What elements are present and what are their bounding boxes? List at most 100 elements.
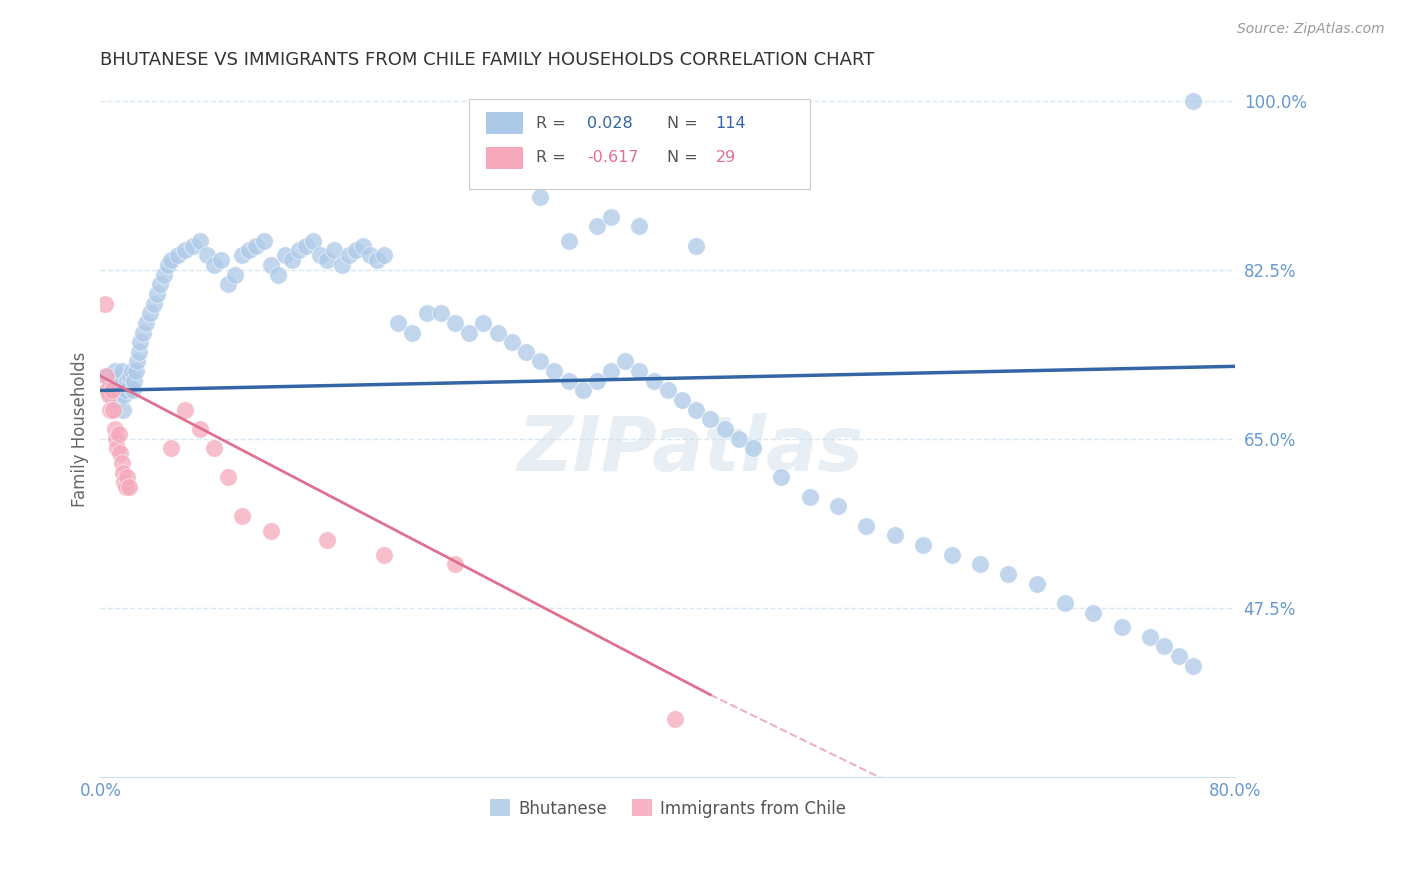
Point xyxy=(128,344,150,359)
Point xyxy=(125,364,148,378)
Point xyxy=(209,253,232,268)
Point xyxy=(586,374,609,388)
Point xyxy=(997,567,1019,582)
Point xyxy=(713,422,735,436)
Text: 114: 114 xyxy=(716,116,747,130)
Point xyxy=(373,248,395,262)
Point xyxy=(132,326,155,340)
Legend: Bhutanese, Immigrants from Chile: Bhutanese, Immigrants from Chile xyxy=(482,793,852,824)
Point xyxy=(543,364,565,378)
Point xyxy=(295,238,318,252)
Point xyxy=(112,466,135,480)
Point xyxy=(160,442,183,456)
Point xyxy=(628,364,651,378)
Point xyxy=(267,268,290,282)
Point xyxy=(557,374,579,388)
Point xyxy=(135,316,157,330)
Point xyxy=(143,296,166,310)
Point xyxy=(1025,576,1047,591)
Point xyxy=(643,374,665,388)
Point xyxy=(1083,606,1105,620)
Point xyxy=(127,354,149,368)
Point xyxy=(117,470,139,484)
Point xyxy=(855,518,877,533)
Point xyxy=(969,558,991,572)
Point xyxy=(104,384,127,398)
Point xyxy=(323,244,346,258)
Text: R =: R = xyxy=(536,116,571,130)
Point xyxy=(118,378,141,392)
Point xyxy=(160,253,183,268)
Point xyxy=(146,286,169,301)
Point xyxy=(770,470,793,484)
Point xyxy=(727,432,749,446)
Text: R =: R = xyxy=(536,151,571,165)
Point xyxy=(93,296,115,310)
Point xyxy=(614,354,637,368)
FancyBboxPatch shape xyxy=(470,99,810,189)
FancyBboxPatch shape xyxy=(486,146,523,169)
Point xyxy=(104,432,127,446)
Point xyxy=(202,258,225,272)
Point xyxy=(245,238,267,252)
Point xyxy=(129,335,152,350)
Point xyxy=(557,234,579,248)
FancyBboxPatch shape xyxy=(486,112,523,134)
Point xyxy=(486,326,509,340)
Point xyxy=(657,384,679,398)
Point xyxy=(352,238,374,252)
Point xyxy=(600,364,623,378)
Point xyxy=(188,234,211,248)
Y-axis label: Family Households: Family Households xyxy=(72,351,89,507)
Point xyxy=(157,258,180,272)
Point xyxy=(107,426,129,441)
Point xyxy=(941,548,963,562)
Text: 0.028: 0.028 xyxy=(588,116,633,130)
Point xyxy=(1167,649,1189,664)
Point xyxy=(685,238,707,252)
Point xyxy=(366,253,388,268)
Point xyxy=(115,480,138,494)
Point xyxy=(96,368,118,383)
Point xyxy=(174,244,197,258)
Point xyxy=(231,248,253,262)
Point xyxy=(571,384,593,398)
Point xyxy=(101,378,124,392)
Text: ZIPatlas: ZIPatlas xyxy=(517,413,863,487)
Point xyxy=(195,248,218,262)
Point xyxy=(122,384,145,398)
Point xyxy=(217,470,239,484)
Point xyxy=(1153,640,1175,654)
Point xyxy=(586,219,609,234)
Point xyxy=(501,170,523,185)
Point xyxy=(111,364,134,378)
Point xyxy=(117,374,139,388)
Point xyxy=(101,402,124,417)
Point xyxy=(100,384,122,398)
Point xyxy=(281,253,304,268)
Point xyxy=(742,442,765,456)
Point xyxy=(827,500,849,514)
Point xyxy=(103,422,125,436)
Point xyxy=(685,402,707,417)
Point xyxy=(344,244,367,258)
Text: N =: N = xyxy=(666,116,703,130)
Point xyxy=(118,480,141,494)
Point xyxy=(231,509,253,524)
Point xyxy=(217,277,239,292)
Point xyxy=(202,442,225,456)
Point xyxy=(120,368,142,383)
Point xyxy=(1181,658,1204,673)
Point xyxy=(309,248,332,262)
Point xyxy=(111,456,134,470)
Point xyxy=(108,446,131,460)
Point xyxy=(401,326,423,340)
Point xyxy=(373,548,395,562)
Point xyxy=(302,234,325,248)
Point xyxy=(181,238,204,252)
Point xyxy=(628,219,651,234)
Point xyxy=(124,374,146,388)
Point xyxy=(472,316,495,330)
Point xyxy=(115,384,138,398)
Point xyxy=(912,538,935,552)
